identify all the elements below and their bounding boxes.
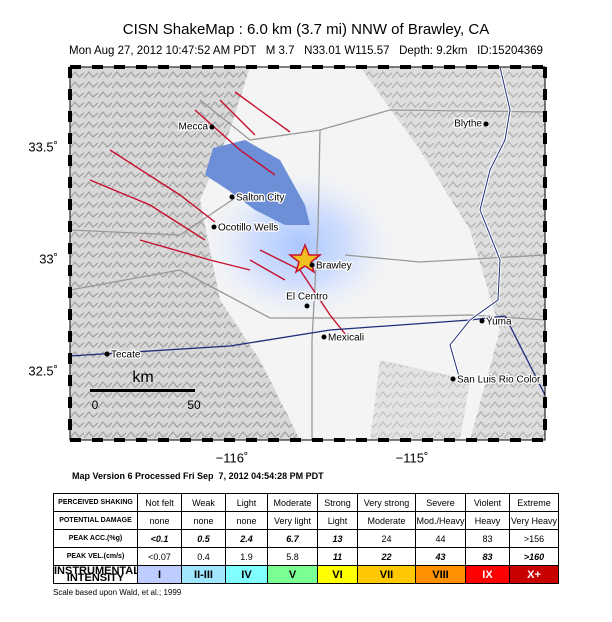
- place-dot: [321, 334, 327, 340]
- intensity-table: PERCEIVED SHAKING Not felt Weak Light Modera…: [53, 493, 559, 584]
- place-label: Tecate: [111, 350, 141, 361]
- table-cell: 0.5: [181, 529, 226, 548]
- place-label: Mecca: [179, 122, 209, 133]
- table-cell: VII: [357, 565, 416, 584]
- table-cell: Moderate: [357, 511, 416, 530]
- places: Mecca Blythe Salton City Ocotillo Wells Braw…: [104, 117, 542, 387]
- table-cell: 2.4: [225, 529, 268, 548]
- table-cell: >160: [509, 547, 559, 566]
- place-label: Salton City: [236, 193, 284, 204]
- table-cell: Light: [225, 493, 268, 512]
- table-cell: 22: [357, 547, 416, 566]
- table-cell: 13: [317, 529, 358, 548]
- scale-tick: 50: [187, 398, 201, 412]
- table-cell: Very strong: [357, 493, 416, 512]
- place-dot: [304, 303, 310, 309]
- table-cell: Strong: [317, 493, 358, 512]
- table-cell: 83: [465, 547, 510, 566]
- salton-sea: [205, 140, 310, 225]
- place-dot: [104, 351, 110, 357]
- place-label: Yuma: [486, 317, 512, 328]
- subtitle: Mon Aug 27, 2012 10:47:52 AM PDT M 3.7 N…: [69, 45, 543, 57]
- row-header: PEAK ACC.(%g): [53, 529, 138, 548]
- map-body: [70, 67, 545, 440]
- table-cell: Violent: [465, 493, 510, 512]
- table-cell: V: [267, 565, 318, 584]
- table-cell: >156: [509, 529, 559, 548]
- table-cell: IX: [465, 565, 510, 584]
- epicenter: [287, 242, 323, 274]
- scale-unit: km: [132, 369, 153, 386]
- table-cell: VI: [317, 565, 358, 584]
- place-dot: [483, 121, 489, 127]
- row-header: PEAK VEL.(cm/s): [53, 547, 138, 566]
- table-cell: 43: [415, 547, 466, 566]
- table-row: PEAK VEL.(cm/s) <0.07 0.4 1.9 5.8 11 22 43 83 >16…: [53, 547, 559, 566]
- scale-bar: [90, 389, 195, 392]
- table-cell: 6.7: [267, 529, 318, 548]
- row-header: INSTRUMENTAL INTENSITY: [53, 565, 138, 584]
- table-row: PERCEIVED SHAKING Not felt Weak Light Modera…: [53, 493, 559, 512]
- lon-label: −116˚: [216, 450, 249, 465]
- table-cell: Mod./Heavy: [415, 511, 466, 530]
- lat-label: 33.5˚: [28, 139, 58, 154]
- title: CISN ShakeMap : 6.0 km (3.7 mi) NNW of B…: [122, 21, 490, 38]
- table-row: PEAK ACC.(%g) <0.1 0.5 2.4 6.7 13 24 44 83 >156: [53, 529, 559, 548]
- table-cell: none: [137, 511, 182, 530]
- table-cell: 0.4: [181, 547, 226, 566]
- table-cell: 1.9: [225, 547, 268, 566]
- table-cell: I: [137, 565, 182, 584]
- place-label: Brawley: [316, 261, 352, 272]
- table-cell: IV: [225, 565, 268, 584]
- place-dot: [450, 376, 456, 382]
- map: 33.5˚ 33˚ 32.5˚ −116˚ −115˚ Mecca Blythe Salton…: [28, 65, 547, 465]
- table-cell: Light: [317, 511, 358, 530]
- table-cell: <0.07: [137, 547, 182, 566]
- place-dot: [309, 262, 315, 268]
- footnote: Scale based upon Wald, et al.; 1999: [53, 588, 182, 597]
- table-cell: VIII: [415, 565, 466, 584]
- table-cell: Severe: [415, 493, 466, 512]
- place-dot: [229, 194, 235, 200]
- table-cell: 11: [317, 547, 358, 566]
- version-note: Map Version 6 Processed Fri Sep 7, 2012 …: [72, 471, 324, 481]
- table-cell: Moderate: [267, 493, 318, 512]
- table-cell: <0.1: [137, 529, 182, 548]
- row-header: POTENTIAL DAMAGE: [53, 511, 138, 530]
- table-cell: Very Heavy: [509, 511, 559, 530]
- table-cell: 5.8: [267, 547, 318, 566]
- table-cell: 44: [415, 529, 466, 548]
- table-cell: Heavy: [465, 511, 510, 530]
- table-cell: X+: [509, 565, 559, 584]
- table-row: INSTRUMENTAL INTENSITY I II-III IV V VI VII VII…: [53, 565, 559, 584]
- table-cell: none: [225, 511, 268, 530]
- table-row: POTENTIAL DAMAGE none none none Very light Li…: [53, 511, 559, 530]
- table-cell: 24: [357, 529, 416, 548]
- place-label: Ocotillo Wells: [218, 223, 278, 234]
- table-cell: 83: [465, 529, 510, 548]
- table-cell: II-III: [181, 565, 226, 584]
- place-label: Blythe: [454, 119, 482, 130]
- table-cell: Not felt: [137, 493, 182, 512]
- place-dot: [209, 124, 215, 130]
- lat-label: 32.5˚: [28, 363, 58, 378]
- lat-label: 33˚: [39, 251, 58, 266]
- place-dot: [211, 224, 217, 230]
- row-header: PERCEIVED SHAKING: [53, 493, 138, 512]
- place-dot: [479, 318, 485, 324]
- table-cell: Extreme: [509, 493, 559, 512]
- table-cell: Very light: [267, 511, 318, 530]
- place-label: San Luis Rio Color: [457, 375, 541, 386]
- table-cell: Weak: [181, 493, 226, 512]
- place-label: Mexicali: [328, 333, 364, 344]
- place-label: El Centro: [286, 292, 328, 303]
- scale-tick: 0: [92, 398, 99, 412]
- table-cell: none: [181, 511, 226, 530]
- lon-label: −115˚: [396, 450, 429, 465]
